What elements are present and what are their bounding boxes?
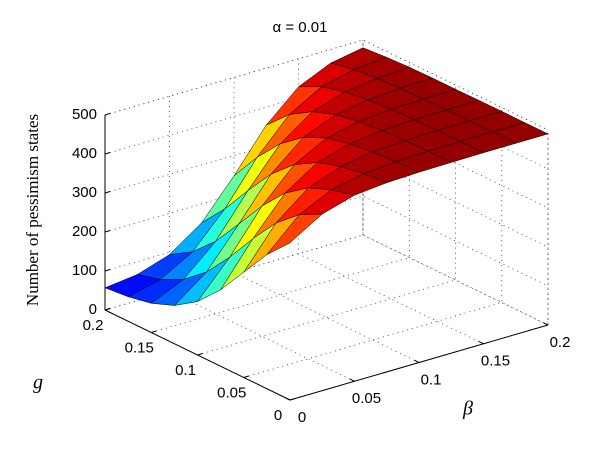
x-tick-label: 0.1 xyxy=(421,371,442,388)
x-tick-label: 0.05 xyxy=(352,390,381,407)
z-tick xyxy=(104,269,111,272)
y-tick-label: 0.2 xyxy=(83,317,104,334)
y-tick xyxy=(243,375,249,378)
z-tick xyxy=(104,230,111,233)
y-tick xyxy=(151,330,157,333)
x-tick-label: 0.15 xyxy=(481,353,510,370)
x-tick xyxy=(349,378,355,382)
y-tick xyxy=(289,398,296,401)
x-tick xyxy=(414,359,420,363)
z-axis-label: Number of pessimism states xyxy=(23,114,42,306)
y-tick-label: 0.1 xyxy=(175,362,196,379)
x-tick xyxy=(478,341,484,345)
z-tick-label: 200 xyxy=(72,223,97,240)
z-tick-label: 300 xyxy=(72,184,97,201)
z-tick xyxy=(104,113,111,116)
z-tick-label: 500 xyxy=(72,106,97,123)
x-tick-label: 0.2 xyxy=(550,334,571,351)
grid-line xyxy=(104,156,549,248)
y-tick xyxy=(104,308,111,311)
y-tick-label: 0 xyxy=(274,407,282,424)
surface-patch xyxy=(266,213,323,255)
y-tick xyxy=(197,353,203,356)
y-axis-label: g xyxy=(33,372,43,394)
y-tick-label: 0.15 xyxy=(125,339,154,356)
grid-line xyxy=(104,117,549,209)
y-tick-label: 0.05 xyxy=(217,384,246,401)
grid-line xyxy=(104,195,549,287)
grid-line xyxy=(104,234,549,326)
chart-title: α = 0.01 xyxy=(273,19,328,36)
x-tick xyxy=(543,322,549,326)
z-tick-label: 400 xyxy=(72,145,97,162)
z-tick-label: 0 xyxy=(89,301,97,318)
x-tick-label: 0 xyxy=(298,409,306,426)
grid-line xyxy=(104,39,549,131)
z-tick-label: 100 xyxy=(72,262,97,279)
x-tick xyxy=(285,397,291,401)
z-tick xyxy=(104,152,111,155)
x-axis-label: β xyxy=(462,398,473,420)
z-tick xyxy=(104,191,111,194)
